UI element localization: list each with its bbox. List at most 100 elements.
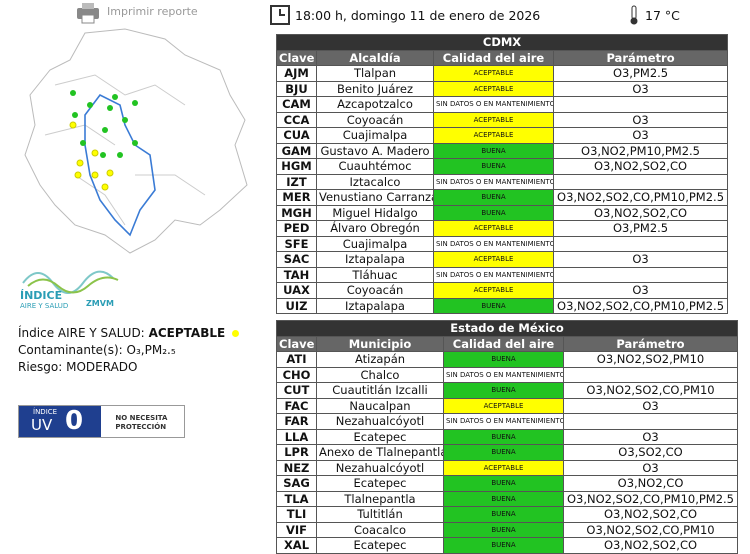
column-header: Clave — [276, 49, 317, 66]
air-quality: BUENA — [433, 204, 554, 221]
air-quality: BUENA — [443, 444, 564, 461]
station-code: PED — [276, 220, 317, 237]
station-code: HGM — [276, 158, 317, 175]
clock-icon — [270, 5, 290, 25]
station-code: AJM — [276, 65, 317, 82]
map — [24, 28, 248, 254]
air-quality: BUENA — [443, 490, 564, 507]
uv-box: ÍNDICE UV 0 NO NECESITA PROTECCIÓN — [18, 405, 185, 438]
parameters: O3,NO2,CO — [562, 475, 739, 492]
column-header: Parámetro — [552, 49, 729, 66]
station-row: UAX Coyoacán ACEPTABLE O3 — [276, 282, 729, 299]
air-quality: ACEPTABLE — [433, 80, 554, 97]
temperature: 17 °C — [645, 8, 680, 23]
column-header: Parámetro — [562, 335, 739, 352]
station-location: Naucalpan — [316, 397, 444, 414]
air-quality: ACEPTABLE — [433, 251, 554, 268]
station-code: CCA — [276, 111, 317, 128]
station-code: GAM — [276, 142, 317, 159]
station-location: Nezahualcóyotl — [316, 459, 444, 476]
air-quality: ACEPTABLE — [443, 397, 564, 414]
air-quality: ACEPTABLE — [443, 459, 564, 476]
station-location: Nezahualcóyotl — [316, 413, 444, 430]
station-location: Tlalnepantla — [316, 490, 444, 507]
station-row: SAG Ecatepec BUENA O3,NO2,CO — [276, 475, 739, 492]
header-row: Clave Alcaldía Calidad del aire Parámetro — [276, 49, 729, 66]
air-quality: BUENA — [443, 428, 564, 445]
station-row: LLA Ecatepec BUENA O3 — [276, 428, 739, 445]
parameters: O3,NO2,SO2,CO,PM10,PM2.5 — [552, 297, 729, 314]
station-row: VIF Coacalco BUENA O3,NO2,SO2,CO,PM10 — [276, 521, 739, 538]
parameters — [552, 173, 729, 190]
station-code: CUA — [276, 127, 317, 144]
parameters: O3,NO2,SO2,CO — [552, 158, 729, 175]
pollutant-label: Contaminante(s): — [18, 343, 123, 357]
station-code: CAM — [276, 96, 317, 113]
header-row: Clave Municipio Calidad del aire Parámetro — [276, 335, 739, 352]
station-row: ATI Atizapán BUENA O3,NO2,SO2,PM10 — [276, 351, 739, 368]
station-location: Anexo de Tlalnepantla — [316, 444, 444, 461]
station-row: MER Venustiano Carranza BUENA O3,NO2,SO2,CO… — [276, 189, 729, 206]
station-code: VIF — [276, 521, 317, 538]
station-code: FAR — [276, 413, 317, 430]
title-row: CDMX — [275, 34, 729, 51]
pollutant-value: O₃,PM₂.₅ — [126, 343, 176, 357]
parameters: O3 — [562, 459, 739, 476]
station-code: LPR — [276, 444, 317, 461]
station-location: Cuauhtémoc — [316, 158, 434, 175]
parameters: O3,NO2,SO2,CO,PM10 — [562, 382, 739, 399]
station-location: Tultitlán — [316, 506, 444, 523]
uv-advice: NO NECESITA PROTECCIÓN — [115, 414, 168, 431]
column-header: Calidad del aire — [433, 49, 554, 66]
station-code: FAC — [276, 397, 317, 414]
air-quality: SIN DATOS O EN MANTENIMIENTO — [433, 235, 554, 252]
air-quality: SIN DATOS O EN MANTENIMIENTO — [443, 413, 564, 430]
station-row: TLI Tultitlán BUENA O3,NO2,SO2,CO — [276, 506, 739, 523]
station-row: UIZ Iztapalapa BUENA O3,NO2,SO2,CO,PM10,PM2… — [276, 297, 729, 314]
station-row: LPR Anexo de Tlalnepantla BUENA O3,SO2,CO — [276, 444, 739, 461]
parameters: O3,PM2.5 — [552, 65, 729, 82]
station-location: Tlalpan — [316, 65, 434, 82]
station-row: BJU Benito Juárez ACEPTABLE O3 — [276, 80, 729, 97]
station-code: TAH — [276, 266, 317, 283]
station-code: LLA — [276, 428, 317, 445]
air-quality: BUENA — [433, 158, 554, 175]
parameters: O3 — [552, 111, 729, 128]
index-dot — [232, 330, 240, 337]
parameters: O3 — [552, 251, 729, 268]
station-row: GAM Gustavo A. Madero BUENA O3,NO2,PM10,PM2… — [276, 142, 729, 159]
parameters: O3,NO2,SO2,CO,PM10,PM2.5 — [562, 490, 739, 507]
station-row: CCA Coyoacán ACEPTABLE O3 — [276, 111, 729, 128]
air-quality: SIN DATOS O EN MANTENIMIENTO — [433, 96, 554, 113]
station-location: Chalco — [316, 366, 444, 383]
parameters: O3 — [552, 282, 729, 299]
parameters: O3 — [562, 428, 739, 445]
station-row: SFE Cuajimalpa SIN DATOS O EN MANTENIMIENT… — [276, 235, 729, 252]
station-code: NEZ — [276, 459, 317, 476]
column-header: Calidad del aire — [443, 335, 564, 352]
station-row: SAC Iztapalapa ACEPTABLE O3 — [276, 251, 729, 268]
thermometer-icon — [630, 5, 638, 25]
risk: Riesgo: MODERADO — [18, 360, 138, 374]
station-row: CUA Cuajimalpa ACEPTABLE O3 — [276, 127, 729, 144]
station-row: FAR Nezahualcóyotl SIN DATOS O EN MANTENIM… — [276, 413, 739, 430]
station-location: Coyoacán — [316, 111, 434, 128]
station-location: Tláhuac — [316, 266, 434, 283]
air-quality: SIN DATOS O EN MANTENIMIENTO — [433, 173, 554, 190]
air-quality: ACEPTABLE — [433, 282, 554, 299]
print-icon[interactable] — [76, 2, 100, 24]
parameters: O3,NO2,SO2,PM10 — [562, 351, 739, 368]
air-quality: BUENA — [443, 382, 564, 399]
air-quality: SIN DATOS O EN MANTENIMIENTO — [433, 266, 554, 283]
column-header: Clave — [276, 335, 317, 352]
logo-text: ÍNDICE — [20, 289, 62, 302]
print-link[interactable]: Imprimir reporte — [107, 5, 198, 18]
station-location: Atizapán — [316, 351, 444, 368]
station-row: PED Álvaro Obregón ACEPTABLE O3,PM2.5 — [276, 220, 729, 237]
station-location: Iztapalapa — [316, 251, 434, 268]
column-header: Municipio — [316, 335, 444, 352]
parameters: O3,NO2,SO2,CO — [562, 537, 739, 554]
logo-text: AIRE Y SALUD — [20, 302, 68, 310]
station-code: IZT — [276, 173, 317, 190]
logo: ÍNDICE AIRE Y SALUD ZMVM — [20, 270, 119, 310]
